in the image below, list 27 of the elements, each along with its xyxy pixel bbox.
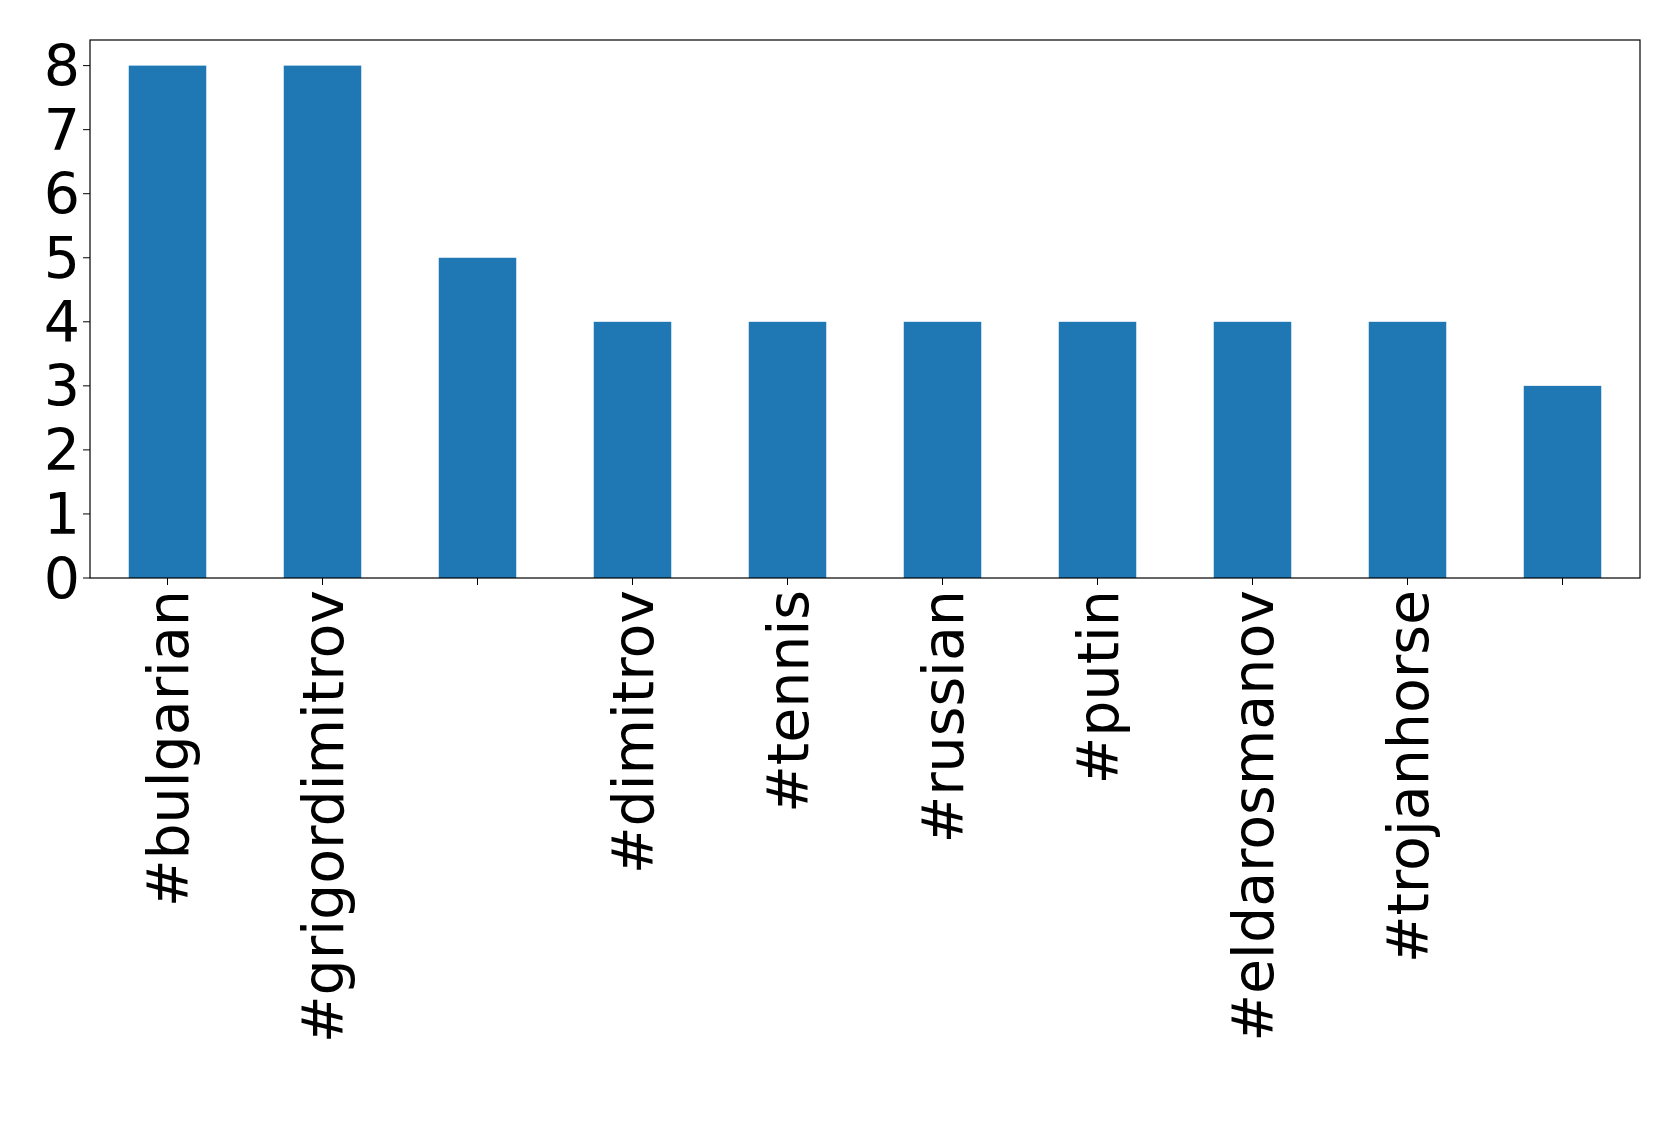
- bar: [748, 321, 827, 578]
- y-tick-label: 0: [43, 545, 80, 612]
- x-tick-label: #eldarosmanov: [1220, 590, 1287, 1042]
- x-tick-label: #grigordimitrov: [290, 590, 357, 1044]
- x-tick-label: #bulgarian: [135, 590, 202, 908]
- x-tick-label: #tennis: [755, 590, 822, 813]
- bar: [283, 65, 362, 578]
- bar: [903, 321, 982, 578]
- bar: [438, 257, 517, 578]
- bar: [593, 321, 672, 578]
- y-tick-label: 4: [43, 289, 80, 356]
- x-tick-label: #putin: [1065, 590, 1132, 785]
- bar: [1213, 321, 1292, 578]
- x-tick-label: #russian: [910, 590, 977, 844]
- bar: [128, 65, 207, 578]
- x-tick-label: #trojanhorse: [1375, 590, 1442, 964]
- bar: [1058, 321, 1137, 578]
- y-tick-label: 7: [43, 97, 80, 164]
- y-tick-label: 2: [43, 417, 80, 484]
- y-tick-label: 1: [43, 481, 80, 548]
- bar: [1368, 321, 1447, 578]
- bar: [1523, 385, 1602, 578]
- y-tick-label: 8: [43, 33, 80, 100]
- x-tick-label: #dimitrov: [600, 590, 667, 875]
- y-tick-label: 3: [43, 353, 80, 420]
- y-tick-label: 5: [43, 225, 80, 292]
- y-tick-label: 6: [43, 161, 80, 228]
